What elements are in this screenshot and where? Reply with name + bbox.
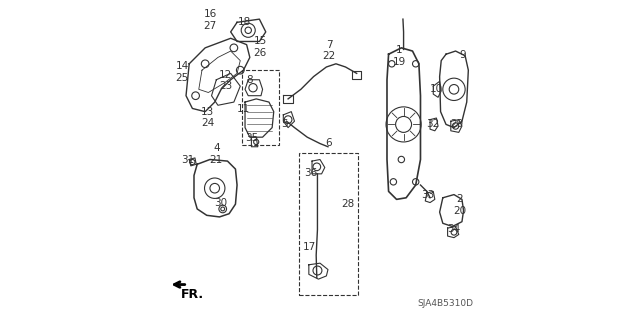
Text: 28: 28 — [342, 198, 355, 209]
Text: 10: 10 — [430, 84, 443, 94]
Text: 36: 36 — [304, 168, 317, 178]
Bar — [242, 70, 278, 145]
Text: 5: 5 — [281, 119, 287, 130]
Text: 1
19: 1 19 — [392, 45, 406, 67]
Text: FR.: FR. — [181, 288, 204, 301]
Text: 13
24: 13 24 — [201, 107, 214, 128]
Text: 11: 11 — [237, 104, 250, 114]
Text: 30: 30 — [214, 197, 228, 208]
Bar — [300, 153, 358, 295]
Text: 6: 6 — [326, 138, 332, 148]
Text: 9: 9 — [460, 50, 466, 60]
Text: 12
23: 12 23 — [220, 70, 232, 91]
Text: 15
26: 15 26 — [253, 36, 267, 58]
Text: 7
22: 7 22 — [323, 40, 335, 61]
Text: 32: 32 — [426, 119, 439, 129]
Text: 17: 17 — [303, 242, 316, 252]
Text: 31: 31 — [181, 155, 195, 165]
Text: 16
27: 16 27 — [204, 9, 216, 31]
Text: 33: 33 — [421, 190, 435, 200]
Text: 34: 34 — [447, 224, 460, 234]
Text: 18: 18 — [237, 17, 251, 27]
Text: 14
25: 14 25 — [175, 61, 189, 83]
Text: 29: 29 — [450, 119, 463, 129]
Text: 35: 35 — [245, 133, 259, 143]
Text: 4
21: 4 21 — [210, 143, 223, 165]
Text: 8: 8 — [246, 75, 253, 85]
Text: 2
20: 2 20 — [453, 194, 467, 216]
Text: SJA4B5310D: SJA4B5310D — [417, 299, 473, 308]
